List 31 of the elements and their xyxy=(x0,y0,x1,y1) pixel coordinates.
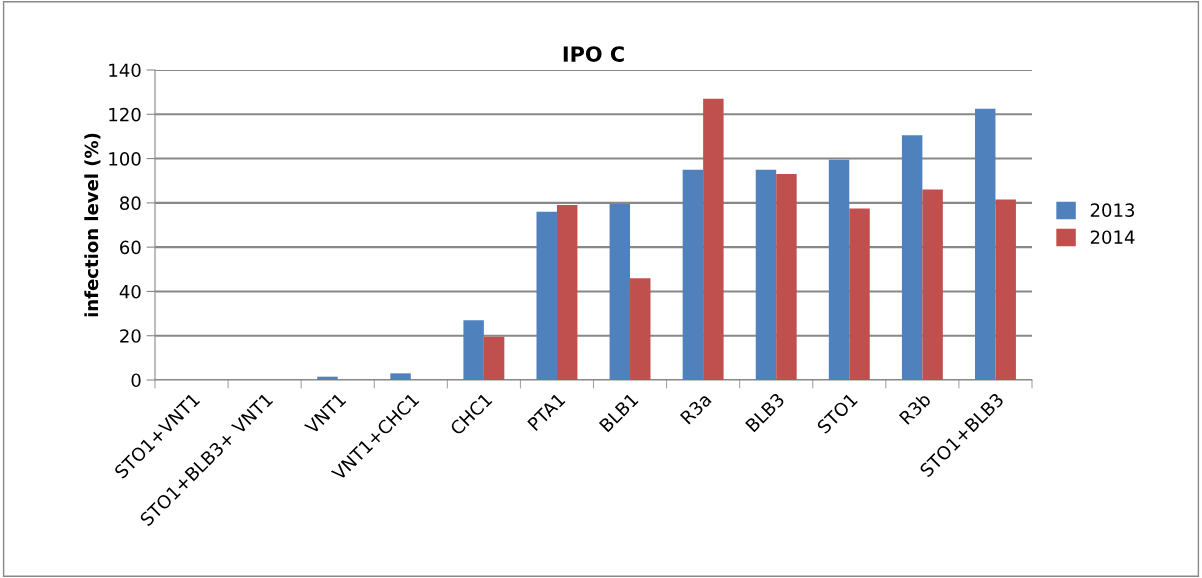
y-tick-label: 140 xyxy=(109,63,141,78)
bar xyxy=(609,203,631,380)
bar xyxy=(703,98,724,380)
legend-label: 2014 xyxy=(1090,230,1135,245)
bar xyxy=(536,211,557,380)
y-tick-label: 20 xyxy=(120,329,141,343)
bar xyxy=(630,278,651,380)
legend-label: 2013 xyxy=(1090,203,1135,217)
bar xyxy=(483,336,505,380)
bar xyxy=(390,373,411,380)
chart-title: IPO C xyxy=(563,46,624,62)
bar xyxy=(901,135,923,380)
y-axis-title: infection level (%) xyxy=(84,133,101,317)
bar xyxy=(828,159,850,380)
bar xyxy=(849,208,870,380)
bar xyxy=(556,205,578,380)
y-tick-label: 40 xyxy=(119,284,141,299)
y-tick-label: 60 xyxy=(120,240,141,255)
bar xyxy=(922,189,943,380)
bar xyxy=(974,108,996,380)
x-tick-label: R3a xyxy=(679,392,712,425)
bar xyxy=(463,320,484,380)
bar xyxy=(317,376,338,380)
y-tick-label: 0 xyxy=(131,373,141,388)
y-tick-label: 100 xyxy=(109,152,141,166)
bar xyxy=(776,174,797,380)
y-tick-label: 120 xyxy=(109,107,141,122)
bar xyxy=(995,199,1016,380)
bar xyxy=(682,169,704,380)
bar xyxy=(755,169,777,380)
y-tick-label: 80 xyxy=(120,196,141,210)
